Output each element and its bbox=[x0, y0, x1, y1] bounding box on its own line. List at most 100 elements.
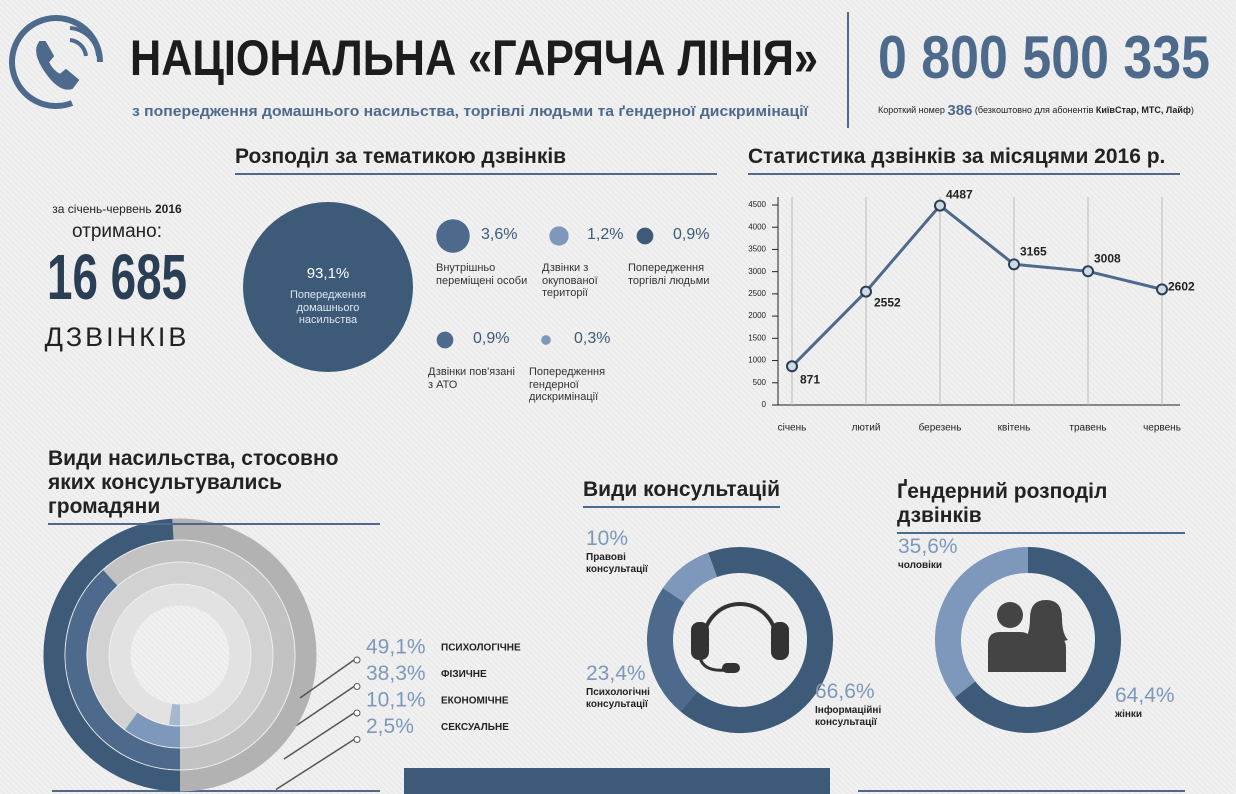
value-label: 66,6% bbox=[815, 680, 875, 703]
point bbox=[1082, 265, 1094, 278]
ring-arc bbox=[65, 570, 181, 770]
bubble-label: Попередження домашнього насильства bbox=[289, 289, 367, 327]
title: НАЦІОНАЛЬНА «ГАРЯЧА ЛІНІЯ» bbox=[130, 30, 818, 86]
x-tick-label: травень bbox=[1069, 423, 1106, 434]
y-tick-label: 4500 bbox=[748, 200, 766, 209]
point bbox=[1008, 258, 1020, 271]
donut-segment bbox=[680, 547, 833, 733]
value-label: 10% bbox=[586, 527, 629, 550]
chart-title: Статистика дзвінків за місяцями 2016 р. bbox=[748, 145, 1180, 176]
category-label: ЕКОНОМІЧНЕ bbox=[441, 696, 509, 707]
bubble bbox=[436, 331, 454, 349]
ring-track bbox=[109, 584, 251, 726]
bubble-value: 0,9% bbox=[473, 330, 510, 347]
connector-dot bbox=[353, 656, 361, 664]
short-close: ) bbox=[1191, 105, 1194, 115]
ring-arc bbox=[168, 703, 181, 726]
y-tick-label: 2500 bbox=[748, 289, 766, 298]
category-label: жінки bbox=[1115, 709, 1143, 720]
value-label: 49,1% bbox=[366, 636, 426, 659]
donut-segment bbox=[662, 552, 718, 603]
handset bbox=[36, 41, 80, 90]
bubble-value: 0,9% bbox=[673, 226, 710, 243]
bubble bbox=[636, 227, 654, 245]
bubble bbox=[541, 335, 551, 345]
chart-title: Розподіл за тематикою дзвінків bbox=[235, 145, 717, 176]
received: отримано: bbox=[72, 221, 162, 242]
man-head bbox=[997, 602, 1023, 628]
woman-body bbox=[1026, 636, 1066, 672]
point bbox=[934, 199, 946, 212]
ear-right bbox=[771, 622, 789, 660]
logo-ring bbox=[9, 15, 103, 110]
category-label: чоловіки bbox=[898, 560, 943, 571]
point-label: 3165 bbox=[1020, 245, 1047, 259]
bubble-value: 93,1% bbox=[306, 265, 350, 282]
donut-segment bbox=[954, 547, 1121, 733]
bubble bbox=[436, 219, 470, 253]
bubble-value: 3,6% bbox=[481, 226, 518, 243]
category-label: Інформаційні консультації bbox=[815, 705, 882, 728]
chart-title: Види консультацій bbox=[583, 478, 780, 509]
ear-left bbox=[691, 622, 709, 660]
category-label: ПСИХОЛОГІЧНЕ bbox=[441, 643, 521, 654]
ring-arc bbox=[43, 518, 181, 792]
bubble-value: 0,3% bbox=[574, 330, 611, 347]
woman-head bbox=[1024, 600, 1068, 643]
x-tick-label: квітень bbox=[998, 423, 1031, 434]
point-label: 3008 bbox=[1094, 251, 1121, 265]
connector bbox=[275, 738, 355, 791]
headband bbox=[702, 602, 778, 641]
period-text: за січень-червень bbox=[52, 202, 151, 216]
y-tick-label: 1500 bbox=[748, 333, 766, 342]
y-tick-label: 1000 bbox=[748, 356, 766, 365]
short-note: (безкоштовно для абонентів bbox=[975, 105, 1094, 115]
x-tick-label: січень bbox=[778, 423, 807, 434]
operators: КиївСтар, МТС, Лайф bbox=[1096, 105, 1191, 115]
bubble-label: Внутрішньо переміщені особи bbox=[436, 262, 528, 287]
category-label: СЕКСУАЛЬНЕ bbox=[441, 722, 509, 733]
point-label: 4487 bbox=[946, 188, 973, 202]
category-label: Правові консультації bbox=[586, 552, 648, 575]
mic bbox=[722, 663, 740, 673]
y-tick-label: 2000 bbox=[748, 311, 766, 320]
short-label: Короткий номер bbox=[878, 105, 945, 115]
period-year: 2016 bbox=[155, 202, 182, 216]
y-tick-label: 3500 bbox=[748, 245, 766, 254]
connector-dot bbox=[353, 709, 361, 717]
value-label: 2,5% bbox=[366, 715, 414, 738]
donut-segment bbox=[647, 588, 698, 712]
connector-dot bbox=[353, 683, 361, 690]
x-tick-label: червень bbox=[1143, 423, 1181, 434]
footer-bar bbox=[404, 768, 830, 794]
value-label: 23,4% bbox=[586, 662, 646, 685]
point-label: 2552 bbox=[874, 296, 901, 310]
subtitle: з попередження домашнього насильства, то… bbox=[132, 103, 809, 120]
bubble-label: Попередження гендерної дискримінації bbox=[529, 366, 606, 404]
point bbox=[786, 360, 798, 373]
connector bbox=[291, 685, 355, 730]
bubble-label: Дзвінки пов'язані з АТО bbox=[428, 366, 515, 391]
x-tick-label: березень bbox=[919, 422, 962, 434]
bubble-label: Дзвінки з окупованої території bbox=[542, 262, 598, 300]
short-number: 386 bbox=[947, 102, 972, 119]
value-label: 35,6% bbox=[898, 535, 958, 558]
call-count: 16 685 bbox=[47, 241, 187, 313]
point-label: 2602 bbox=[1168, 280, 1195, 294]
y-tick-label: 500 bbox=[753, 378, 767, 387]
bubble-label: Попередження торгівлі людьми bbox=[628, 262, 710, 287]
y-tick-label: 3000 bbox=[748, 267, 766, 276]
donut-segment bbox=[935, 547, 1029, 698]
headset-icon bbox=[691, 602, 789, 673]
point-label: 871 bbox=[800, 372, 820, 386]
short-number-note: Короткий номер 386 (безкоштовно для абон… bbox=[878, 102, 1194, 119]
signal bbox=[69, 26, 100, 57]
connector bbox=[283, 712, 355, 760]
point bbox=[1156, 283, 1168, 296]
connector-dot bbox=[353, 736, 361, 743]
line-series bbox=[790, 203, 1163, 368]
period: за січень-червень 2016 bbox=[52, 202, 182, 216]
value-label: 38,3% bbox=[366, 662, 426, 685]
